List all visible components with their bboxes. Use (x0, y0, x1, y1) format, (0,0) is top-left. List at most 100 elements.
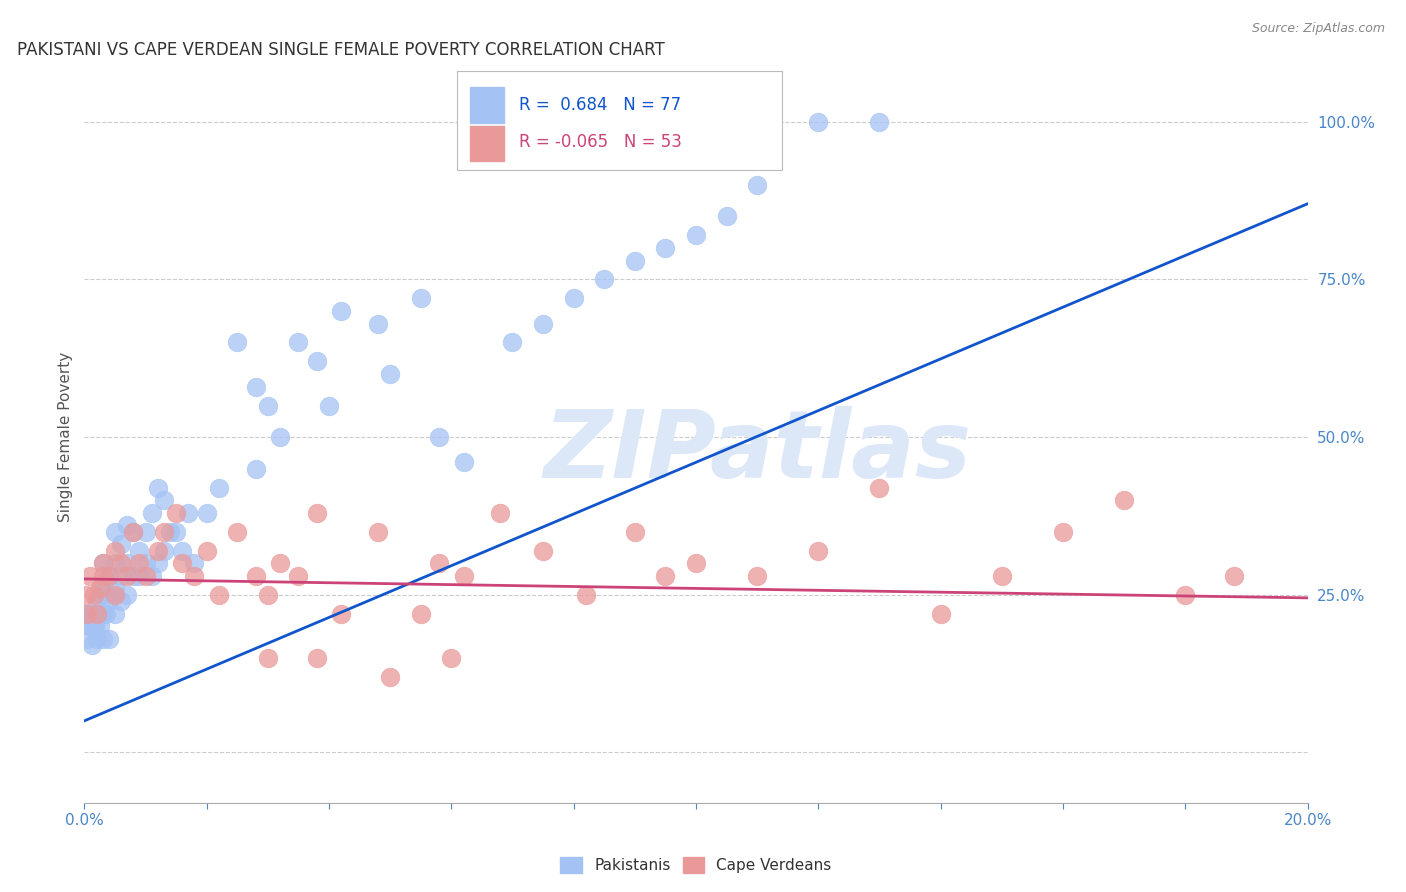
Point (929, 607, 952, 621)
Legend: Pakistanis, Cape Verdeans: Pakistanis, Cape Verdeans (554, 851, 838, 880)
Point (747, 569, 769, 583)
Point (104, 524, 127, 539)
Point (257, 399, 280, 413)
Point (128, 569, 150, 583)
Point (245, 379, 267, 393)
Point (208, 481, 231, 495)
Point (146, 481, 169, 495)
Point (807, 115, 830, 129)
Point (76, 632, 98, 646)
Point (135, 556, 157, 570)
Point (86, 607, 108, 621)
Point (165, 506, 187, 520)
Point (453, 569, 475, 583)
Point (91, 582, 114, 596)
Point (226, 524, 249, 539)
Point (86, 632, 108, 646)
Point (208, 588, 231, 602)
Point (91, 607, 114, 621)
Point (87, 607, 110, 621)
Point (367, 317, 389, 331)
Point (869, 481, 891, 495)
FancyBboxPatch shape (470, 126, 503, 161)
Point (97, 594, 120, 608)
Point (122, 524, 145, 539)
Point (91, 556, 114, 570)
Point (104, 588, 127, 602)
Point (83, 619, 105, 633)
Point (159, 524, 181, 539)
Point (269, 430, 291, 444)
Point (153, 493, 176, 508)
Point (562, 291, 585, 305)
Point (153, 543, 176, 558)
Text: ZIPatlas: ZIPatlas (543, 406, 972, 498)
Point (83, 588, 105, 602)
Text: PAKISTANI VS CAPE VERDEAN SINGLE FEMALE POVERTY CORRELATION CHART: PAKISTANI VS CAPE VERDEAN SINGLE FEMALE … (17, 41, 665, 59)
Point (654, 241, 676, 255)
Point (593, 272, 616, 286)
Point (115, 588, 138, 602)
Point (101, 588, 124, 602)
Point (79, 619, 101, 633)
Y-axis label: Single Female Poverty: Single Female Poverty (58, 352, 73, 522)
Point (122, 524, 145, 539)
Point (1114, 493, 1136, 508)
Point (716, 210, 738, 224)
Point (531, 317, 554, 331)
Point (183, 569, 205, 583)
Point (305, 650, 328, 665)
Point (489, 506, 512, 520)
Point (287, 569, 309, 583)
Point (80, 638, 103, 652)
Text: R = -0.065   N = 53: R = -0.065 N = 53 (519, 133, 682, 152)
Point (991, 569, 1014, 583)
Point (427, 430, 450, 444)
Point (91, 632, 114, 646)
Point (257, 588, 280, 602)
Point (624, 253, 647, 268)
Point (269, 556, 291, 570)
Point (869, 115, 891, 129)
Point (104, 607, 127, 621)
Point (409, 607, 432, 621)
Point (91, 569, 114, 583)
Point (380, 367, 402, 381)
Point (75, 607, 97, 621)
Point (94, 607, 117, 621)
Point (110, 537, 132, 551)
Point (685, 556, 707, 570)
Point (409, 291, 432, 305)
Point (195, 506, 218, 520)
Point (1174, 588, 1197, 602)
Point (440, 650, 463, 665)
Point (287, 335, 309, 350)
Point (245, 569, 267, 583)
Point (110, 594, 132, 608)
Point (110, 569, 132, 583)
Point (427, 556, 450, 570)
Point (76, 607, 98, 621)
Point (146, 543, 169, 558)
Point (1223, 569, 1246, 583)
Point (654, 569, 676, 583)
Point (97, 632, 120, 646)
Point (79, 607, 101, 621)
Point (141, 569, 163, 583)
Point (367, 524, 389, 539)
Text: Source: ZipAtlas.com: Source: ZipAtlas.com (1251, 22, 1385, 36)
Point (146, 556, 169, 570)
Point (1052, 524, 1074, 539)
Point (177, 506, 200, 520)
Point (79, 569, 101, 583)
Point (305, 506, 328, 520)
Point (453, 455, 475, 469)
Point (624, 524, 647, 539)
Point (183, 556, 205, 570)
Point (245, 461, 267, 475)
Point (89, 582, 111, 596)
Point (122, 569, 145, 583)
Point (153, 524, 176, 539)
Point (807, 543, 830, 558)
Point (502, 335, 524, 350)
